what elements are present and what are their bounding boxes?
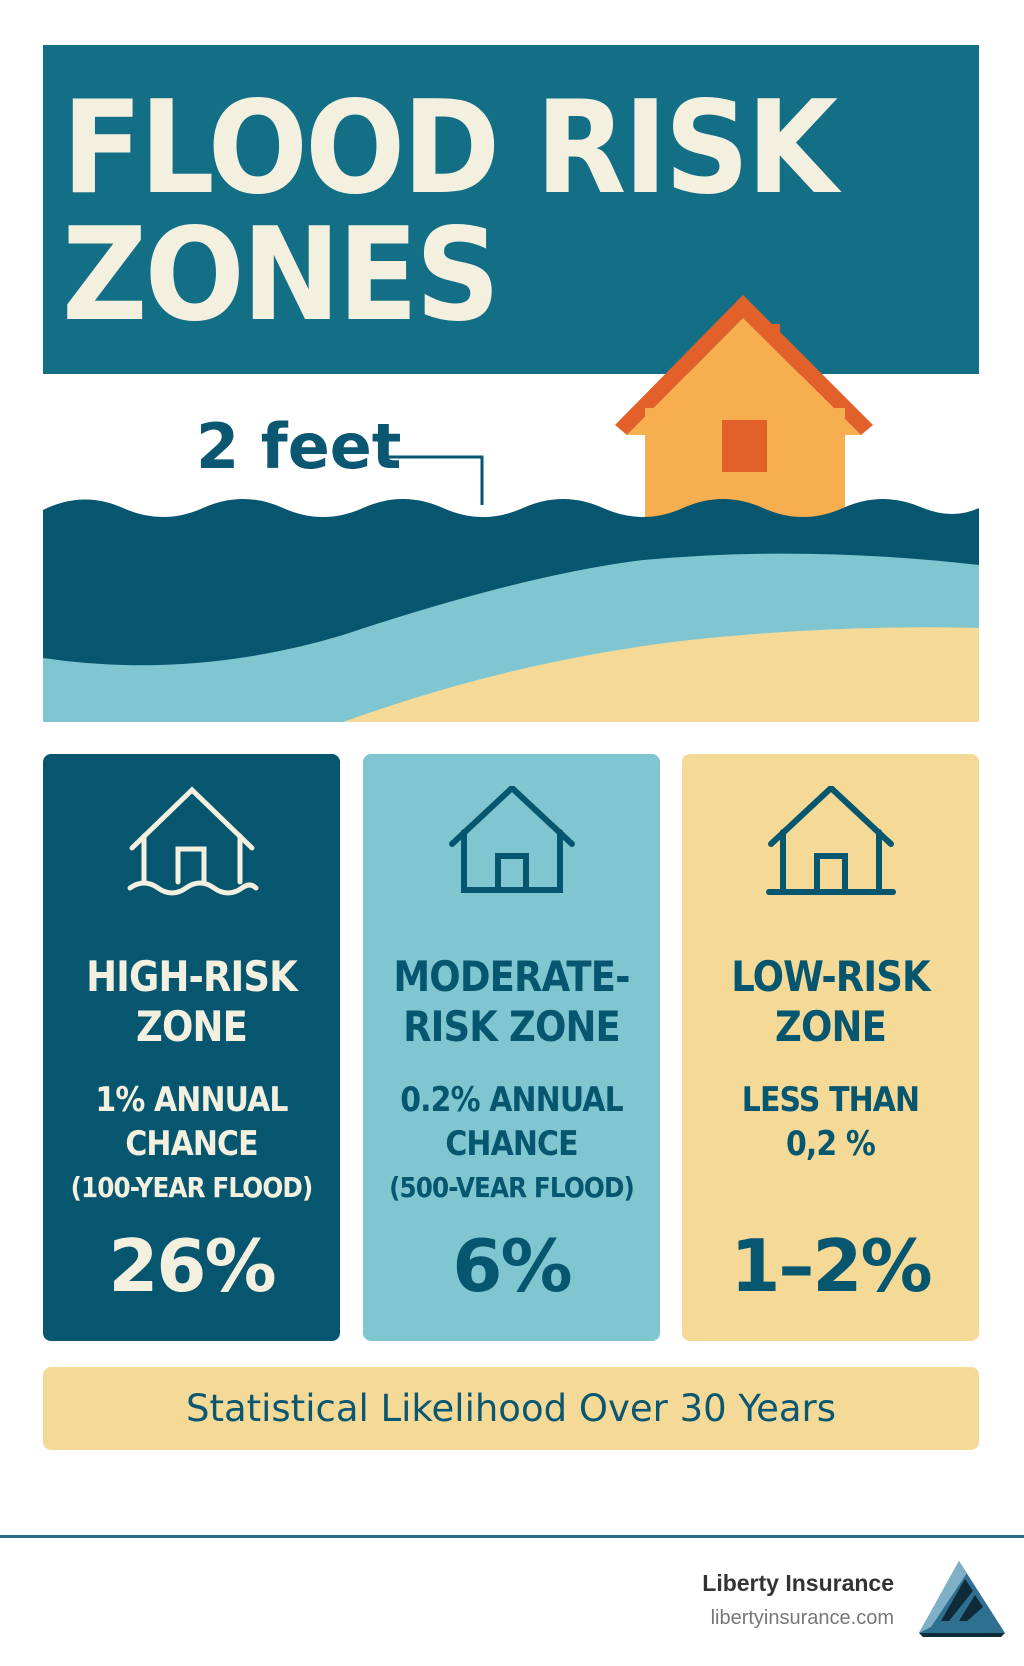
page-title-line2: ZONES bbox=[62, 201, 500, 350]
flood-scene-illustration bbox=[43, 295, 979, 722]
zone-name: ZONE bbox=[136, 1002, 248, 1051]
zone-card-low-risk: LOW-RISK ZONE LESS THAN 0,2 % 1–2% bbox=[682, 754, 979, 1341]
roof bbox=[615, 295, 873, 435]
depth-label: 2 feet bbox=[196, 410, 402, 483]
zone-name: RISK ZONE bbox=[403, 1002, 621, 1051]
likelihood-value: 1–2% bbox=[730, 1224, 932, 1308]
sand bbox=[343, 627, 979, 722]
flood-period: (100-YEAR FLOOD) bbox=[70, 1171, 314, 1204]
zone-card-moderate-risk: MODERATE- RISK ZONE 0.2% ANNUAL CHANCE (500… bbox=[363, 754, 660, 1341]
zone-name: MODERATE- bbox=[393, 952, 630, 1001]
house-icon bbox=[765, 783, 896, 895]
house-icon bbox=[448, 783, 575, 893]
depth-marker-line bbox=[378, 455, 484, 505]
annual-chance: CHANCE bbox=[445, 1124, 578, 1164]
flooded-house-icon bbox=[127, 786, 258, 896]
annual-chance: 1% ANNUAL bbox=[95, 1080, 288, 1120]
house-window bbox=[722, 420, 767, 472]
house-illustration bbox=[615, 295, 873, 520]
brand-block: Liberty Insurance libertyinsurance.com bbox=[702, 1570, 894, 1630]
title-banner bbox=[43, 45, 979, 374]
statistical-likelihood-caption: Statistical Likelihood Over 30 Years bbox=[43, 1367, 979, 1450]
footer-divider bbox=[0, 1535, 1024, 1538]
brand-url[interactable]: libertyinsurance.com bbox=[710, 1607, 894, 1629]
brand-name: Liberty Insurance bbox=[702, 1570, 894, 1596]
annual-chance: 0,2 % bbox=[785, 1124, 876, 1164]
zone-name: LOW-RISK bbox=[731, 952, 930, 1001]
zone-name: HIGH-RISK bbox=[86, 952, 298, 1001]
liberty-logo-icon bbox=[919, 1561, 1005, 1637]
annual-chance: 0.2% ANNUAL bbox=[400, 1080, 623, 1120]
likelihood-value: 26% bbox=[108, 1224, 276, 1308]
zone-card-high-risk: HIGH-RISK ZONE 1% ANNUAL CHANCE (100-YEAR F… bbox=[43, 754, 340, 1341]
zone-name: ZONE bbox=[775, 1002, 887, 1051]
flood-period: (500-VEAR FLOOD) bbox=[389, 1171, 635, 1204]
annual-chance: LESS THAN bbox=[741, 1080, 920, 1120]
page-title-line1: FLOOD RISK bbox=[62, 74, 838, 223]
annual-chance: CHANCE bbox=[125, 1124, 258, 1164]
likelihood-value: 6% bbox=[452, 1224, 572, 1308]
